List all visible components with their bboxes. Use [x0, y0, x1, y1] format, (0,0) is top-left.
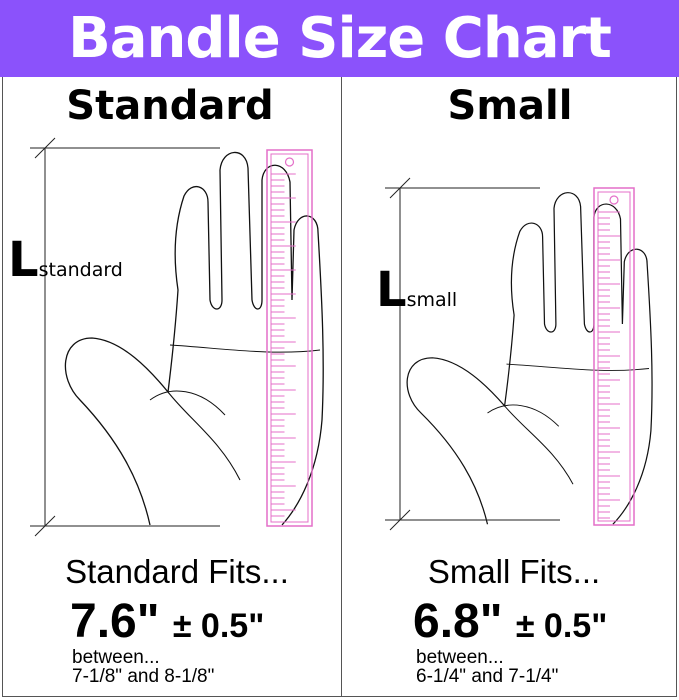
chart-frame [2, 77, 677, 697]
standard-range: between... 7-1/8" and 8-1/8" [72, 648, 214, 686]
small-hand-icon [406, 192, 653, 525]
measure-value: 7.6" [70, 595, 160, 648]
small-measurement: 6.8" ± 0.5" [413, 594, 607, 649]
chart-title: Bandle Size Chart [0, 0, 679, 77]
range-value: 6-1/4" and 7-1/4" [416, 666, 559, 687]
length-symbol: L [8, 232, 39, 288]
standard-length-line [30, 137, 220, 537]
standard-heading: Standard [66, 83, 274, 129]
range-value: 7-1/8" and 8-1/8" [72, 666, 215, 687]
small-length-line [385, 177, 560, 531]
standard-measurement: 7.6" ± 0.5" [70, 594, 264, 649]
small-heading: Small [447, 83, 573, 129]
measure-value: 6.8" [413, 595, 503, 648]
small-range: between... 6-1/4" and 7-1/4" [416, 648, 558, 686]
between-label: between... [72, 647, 160, 668]
small-length-label: Lsmall [376, 262, 457, 318]
small-fits-heading: Small Fits... [427, 553, 601, 590]
standard-ruler-icon [266, 149, 313, 527]
length-subscript: standard [38, 259, 123, 281]
length-subscript: small [406, 289, 458, 311]
small-ruler-icon [593, 187, 635, 526]
between-label: between... [416, 647, 504, 668]
standard-length-label: Lstandard [8, 232, 123, 288]
tolerance-value: ± 0.5" [172, 607, 265, 645]
panel-divider [341, 77, 342, 697]
length-symbol: L [376, 262, 407, 318]
tolerance-value: ± 0.5" [515, 607, 608, 645]
standard-hand-icon [64, 151, 324, 526]
standard-fits-heading: Standard Fits... [65, 553, 289, 590]
